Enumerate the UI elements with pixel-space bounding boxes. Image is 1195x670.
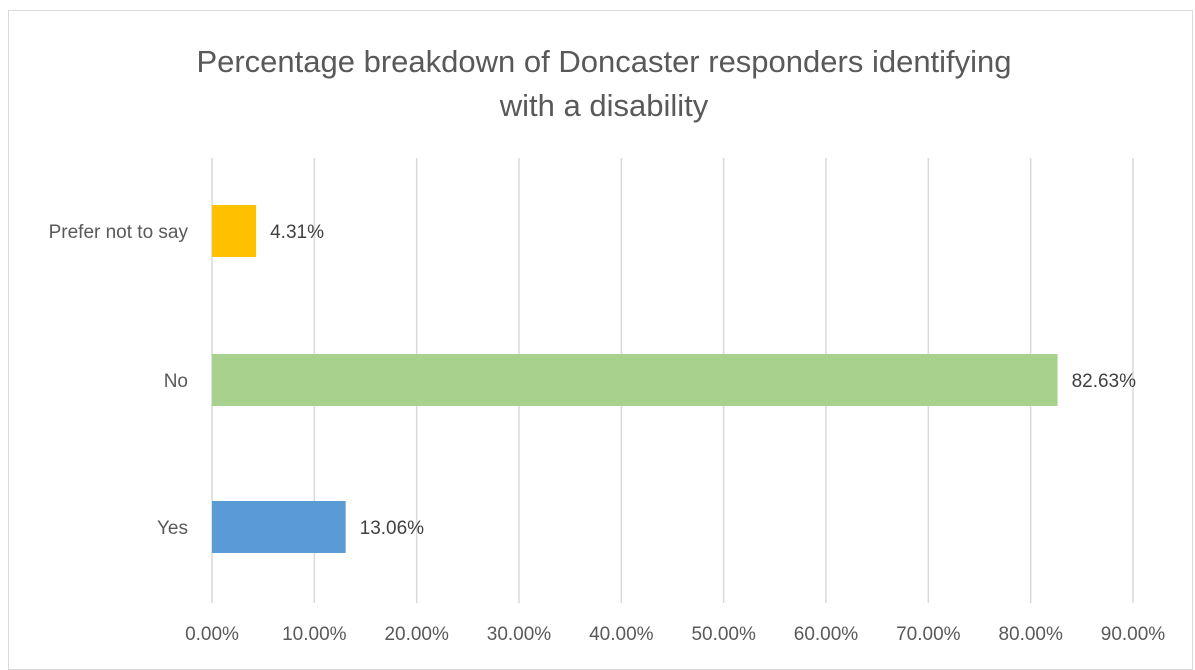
x-tick-label: 50.00%: [691, 624, 756, 645]
bar-yes: [212, 501, 346, 553]
category-label: Yes: [157, 518, 188, 539]
category-label: No: [164, 371, 188, 392]
x-tick-label: 10.00%: [282, 624, 347, 645]
data-label: 13.06%: [360, 518, 425, 539]
x-tick-label: 70.00%: [896, 624, 961, 645]
x-tick-label: 40.00%: [589, 624, 654, 645]
x-tick-label: 30.00%: [487, 624, 552, 645]
category-label: Prefer not to say: [49, 222, 189, 243]
x-tick-label: 60.00%: [794, 624, 859, 645]
data-label: 4.31%: [270, 222, 324, 243]
data-label: 82.63%: [1072, 371, 1137, 392]
bar-no: [212, 354, 1058, 406]
bar-chart: Yes 13.06% No 82.63% Prefer not to say 4.31% 0…: [0, 0, 1195, 653]
x-tick-label: 90.00%: [1101, 624, 1166, 645]
x-tick-label: 80.00%: [998, 624, 1063, 645]
x-tick-label: 0.00%: [185, 624, 239, 645]
bar-prefer-not-to-say: [212, 205, 256, 257]
x-tick-label: 20.00%: [384, 624, 449, 645]
